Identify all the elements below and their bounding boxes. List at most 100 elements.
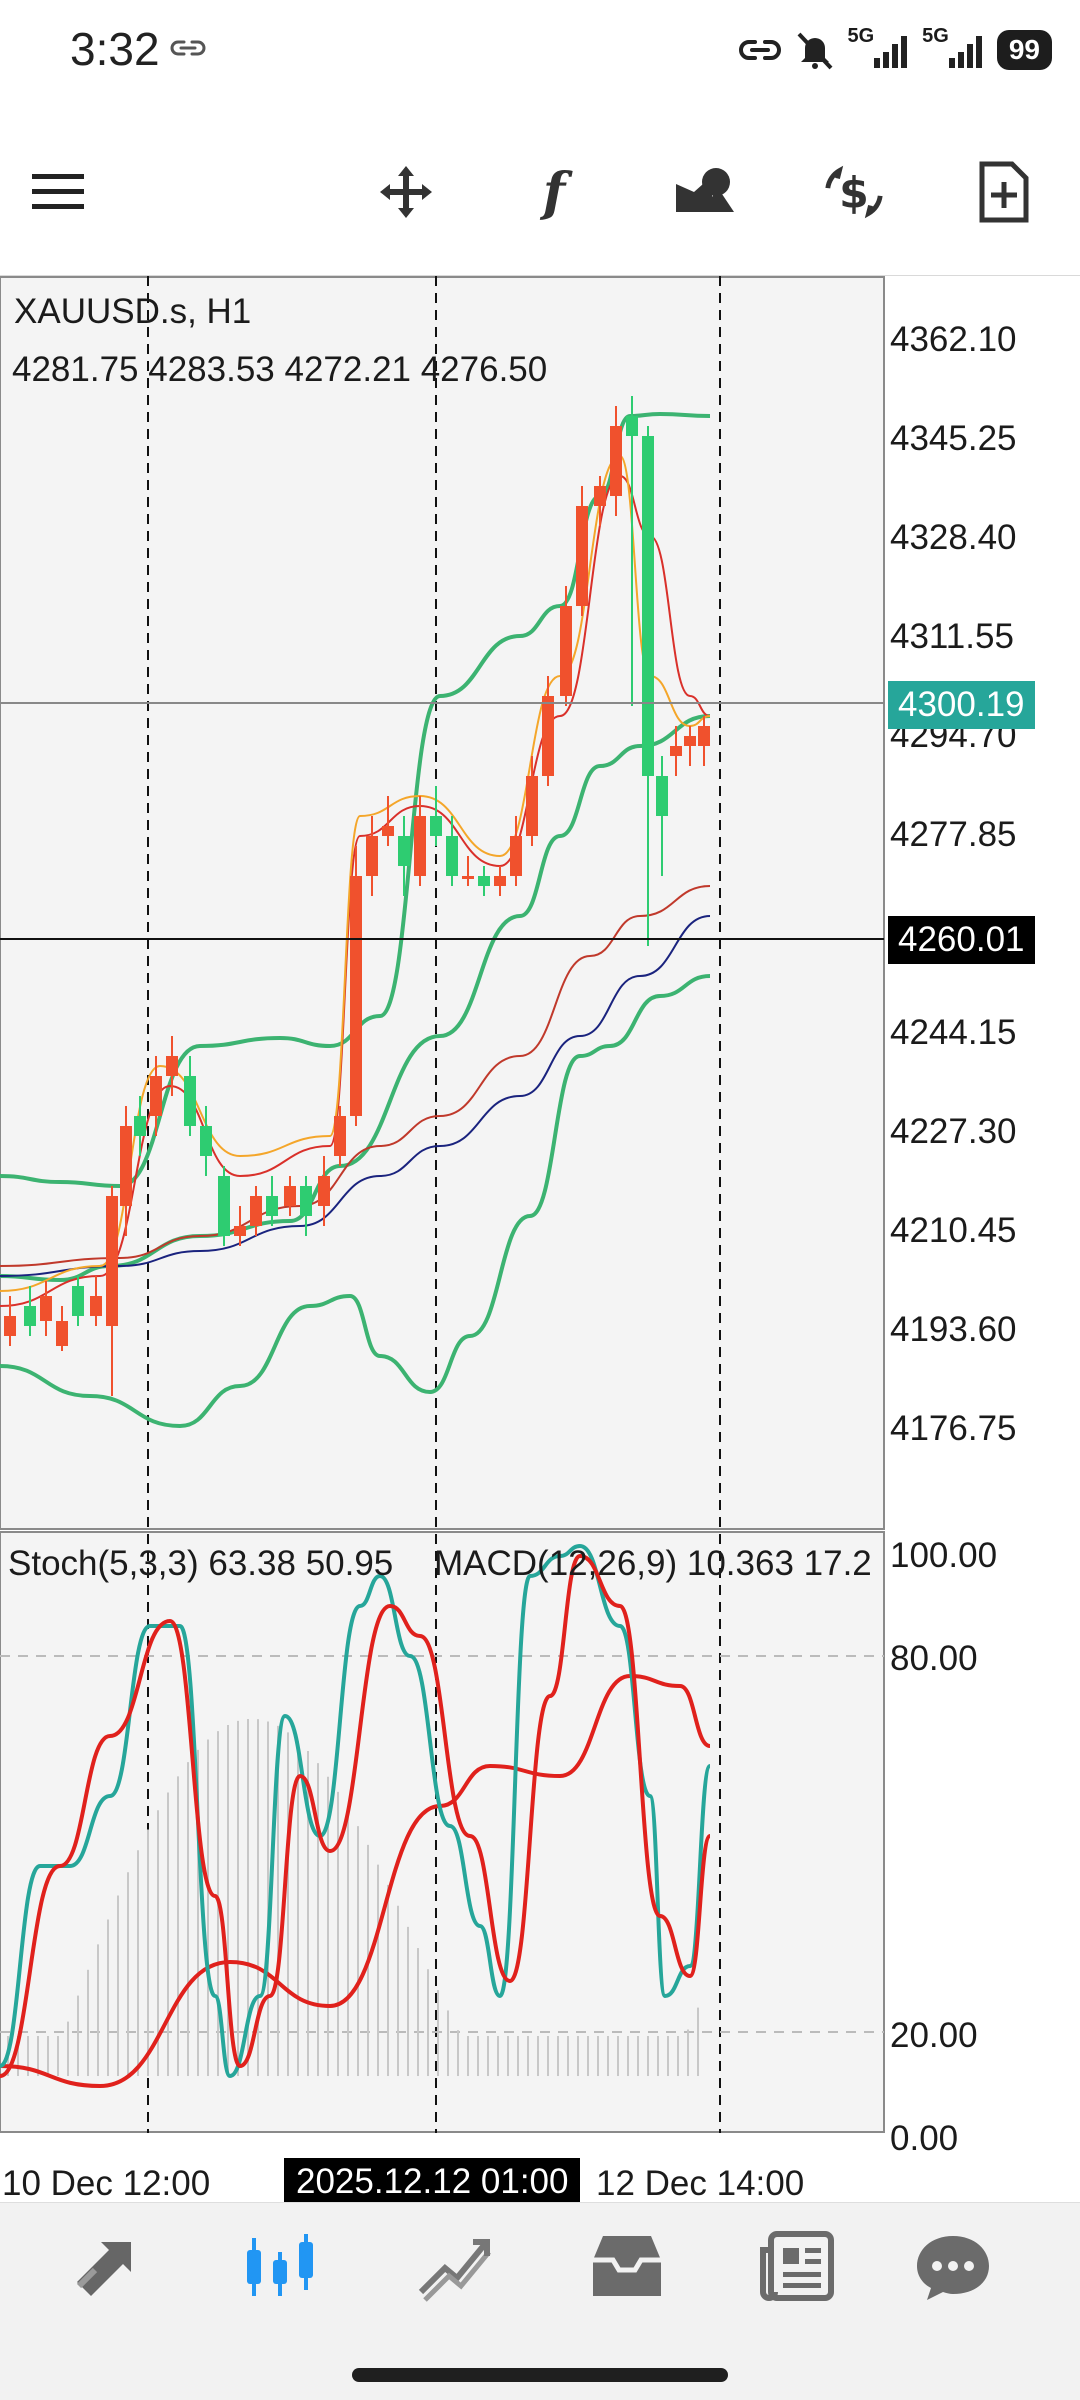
candle-body (462, 876, 474, 879)
crosshair-time-badge: 2025.12.12 01:00 (284, 2158, 581, 2206)
indicator-panel (0, 1531, 885, 2133)
candle-body (576, 506, 588, 606)
candle-body (494, 876, 506, 886)
candle-body (560, 606, 572, 696)
status-bar: 3:32 5G 5G 99 (0, 0, 1080, 105)
price-tick: 4176.75 (890, 1409, 1017, 1448)
moving-average-short (0, 474, 711, 1307)
candle-body (510, 836, 522, 876)
candle-body (446, 836, 458, 876)
indicator-tick: 80.00 (890, 1639, 978, 1678)
current-price-badge: 4300.19 (888, 681, 1035, 729)
candle-body (166, 1056, 178, 1076)
stochastic-main-line (0, 1543, 712, 2079)
price-tick: 4193.60 (890, 1310, 1017, 1349)
news-icon[interactable] (752, 2221, 842, 2311)
bollinger-middle (0, 714, 711, 1283)
price-tick: 4227.30 (890, 1112, 1017, 1151)
candle-body (414, 816, 426, 876)
candle-body (526, 776, 538, 836)
candle-body (200, 1126, 212, 1156)
candle-body (684, 736, 696, 746)
time-tick: 12 Dec 14:00 (596, 2164, 805, 2203)
time-tick: 10 Dec 12:00 (2, 2164, 211, 2203)
candle-body (478, 876, 490, 886)
battery-icon: 99 (996, 30, 1052, 70)
candle-body (56, 1321, 68, 1346)
chart-icon[interactable] (236, 2221, 326, 2311)
candle-body (120, 1126, 132, 1206)
quotes-icon[interactable] (64, 2221, 154, 2311)
messages-icon[interactable] (908, 2221, 998, 2311)
price-tick: 4277.85 (890, 815, 1017, 854)
chart-area[interactable]: XAUUSD.s, H1 4281.75 4283.53 4272.21 427… (0, 276, 1080, 2206)
bollinger-lower (0, 974, 711, 1429)
candle-body (334, 1116, 346, 1156)
bottom-navigation (0, 2202, 1080, 2331)
candle-body (594, 486, 606, 506)
candle-body (150, 1076, 162, 1116)
stochastic-signal-line (0, 1553, 712, 2078)
price-chart-canvas[interactable] (0, 276, 1080, 2201)
signal-icon: 5G (847, 25, 912, 70)
history-icon[interactable] (582, 2221, 672, 2311)
candle-body (350, 876, 362, 1116)
objects-icon[interactable] (672, 160, 736, 224)
candle-body (670, 746, 682, 756)
candle-body (4, 1316, 16, 1336)
candle-body (542, 696, 554, 776)
candle-body (300, 1186, 312, 1216)
symbol-label: XAUUSD.s, H1 (14, 292, 252, 331)
candle-body (134, 1116, 146, 1136)
candle-body (266, 1196, 278, 1216)
candle-body (40, 1296, 52, 1321)
candle-body (656, 776, 668, 816)
price-tick: 4311.55 (890, 617, 1014, 656)
candle-body (250, 1196, 262, 1226)
candle-body (72, 1286, 84, 1316)
candle-body (106, 1196, 118, 1326)
stochastic-label: Stoch(5,3,3) 63.38 50.95 (8, 1544, 394, 1583)
trade-nav-icon[interactable] (410, 2221, 500, 2311)
svg-text:$: $ (839, 169, 869, 219)
svg-text:f: f (539, 162, 573, 222)
candle-body (366, 836, 378, 876)
price-tick: 4328.40 (890, 518, 1017, 557)
price-tick: 4244.15 (890, 1013, 1017, 1052)
signal-icon: 5G (922, 25, 987, 70)
candle-body (24, 1306, 36, 1326)
home-gesture-bar[interactable] (352, 2368, 728, 2382)
candle-body (318, 1176, 330, 1206)
status-time: 3:32 (70, 23, 160, 75)
menu-icon[interactable] (26, 160, 90, 224)
moving-average-fast (0, 454, 711, 1292)
candle-body (218, 1176, 230, 1236)
candle-body (382, 826, 394, 836)
new-order-icon[interactable] (972, 160, 1036, 224)
crosshair-move-icon[interactable] (374, 160, 438, 224)
candle-body (642, 436, 654, 776)
network-type-label: 5G (847, 24, 875, 47)
chart-toolbar: f $ (0, 105, 1080, 277)
candle-body (626, 416, 638, 436)
trade-icon[interactable]: $ (822, 160, 886, 224)
gesture-area (0, 2330, 1080, 2400)
price-tick: 4345.25 (890, 419, 1017, 458)
candle-body (698, 726, 710, 746)
status-icons: 5G 5G 99 (737, 25, 1052, 74)
price-tick: 4362.10 (890, 320, 1017, 359)
moving-average-mid (0, 885, 711, 1267)
link-icon (170, 40, 206, 56)
price-panel (0, 276, 885, 1530)
network-type-label: 5G (922, 24, 949, 47)
price-tick: 4210.45 (890, 1211, 1017, 1250)
indicator-tick: 100.00 (890, 1536, 998, 1575)
candle-body (610, 426, 622, 496)
ohlc-values: 4281.75 4283.53 4272.21 4276.50 (12, 350, 548, 389)
macd-label: MACD(12,26,9) 10.363 17.2 (434, 1544, 872, 1583)
mute-icon (793, 28, 837, 72)
crosshair-price-badge: 4260.01 (888, 916, 1035, 964)
hotspot-icon (737, 30, 783, 70)
candle-body (430, 816, 442, 836)
function-icon[interactable]: f (522, 160, 586, 224)
